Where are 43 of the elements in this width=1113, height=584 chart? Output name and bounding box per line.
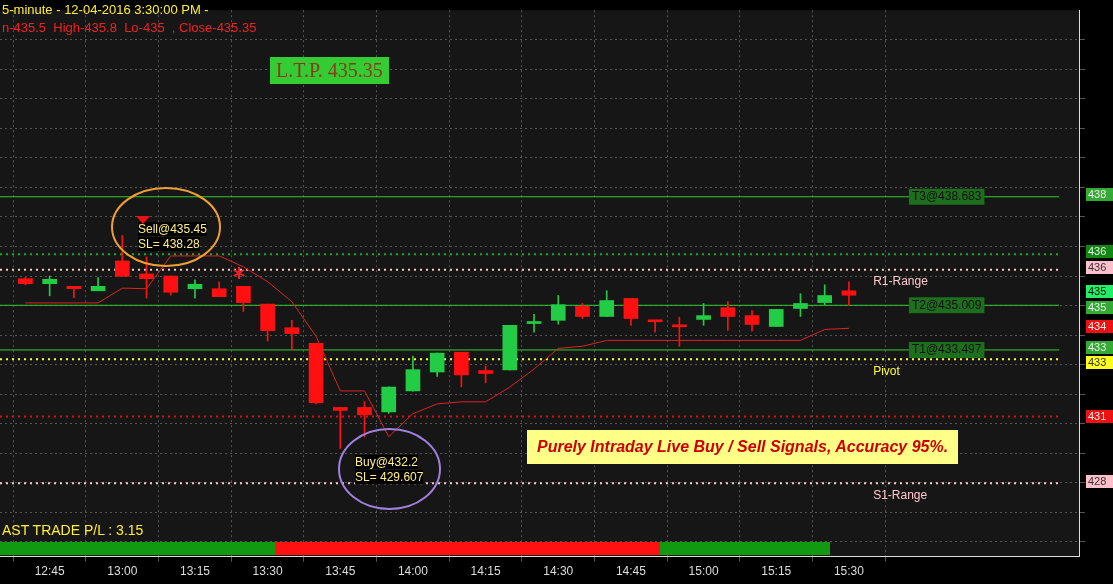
chart-title: 5-minute - 12-04-2016 3:30:00 PM - <box>2 2 209 17</box>
ref-line-label: S1-Range <box>873 487 928 502</box>
candlestick <box>526 314 542 333</box>
text: 428 <box>1086 475 1113 488</box>
x-tick-label: 14:45 <box>615 564 647 579</box>
annotation: Buy@432.2 <box>355 455 418 469</box>
ref-line-label: R1-Range <box>873 274 929 289</box>
x-tick-label: 13:00 <box>107 564 138 579</box>
x-tick-label: 14:00 <box>397 564 429 579</box>
text: 436 <box>1086 261 1113 274</box>
text: 435 <box>1086 285 1113 298</box>
text: 431 <box>1086 410 1113 423</box>
text: 438 <box>1086 188 1113 201</box>
text: 435 <box>1086 301 1113 314</box>
x-tick-label: 13:30 <box>252 564 283 579</box>
annotation: Purely Intraday Live Buy / Sell Signals, Accuracy 95%. <box>527 430 959 464</box>
annotation: L.T.P. 435.35 <box>270 57 389 84</box>
x-tick-label: 14:30 <box>543 564 574 579</box>
annotation: SL= 438.28 <box>138 237 200 251</box>
candlestick <box>647 319 663 333</box>
text: 433 <box>1086 341 1113 354</box>
text: 433 <box>1086 356 1113 369</box>
text: n-435.5 High-435.8 Lo-435 , Close-435.35 <box>2 20 257 35</box>
x-tick-label: 15:00 <box>688 564 719 579</box>
ref-line-label: T3@438.683 <box>911 189 982 204</box>
annotation: AST TRADE P/L : 3.15 <box>2 522 144 538</box>
x-tick-label: 15:30 <box>833 564 865 579</box>
x-tick-label: 13:45 <box>325 564 356 579</box>
text: 434 <box>1086 320 1113 333</box>
ref-line-label: Pivot <box>873 363 901 378</box>
candlestick <box>66 286 82 298</box>
x-tick-label: 13:15 <box>179 564 211 579</box>
candlestick <box>284 319 300 351</box>
candlestick <box>841 281 857 306</box>
ref-line-label: T1@433.497 <box>911 342 982 357</box>
annotation: Sell@435.45 <box>138 222 207 236</box>
candlestick <box>332 407 348 449</box>
ref-line-label: T2@435.009 <box>911 297 982 312</box>
text: 436 <box>1086 245 1113 258</box>
annotation: SL= 429.607 <box>355 470 424 484</box>
x-tick-label: 14:15 <box>470 564 501 579</box>
x-tick-label: 12:45 <box>34 564 65 579</box>
x-tick-label: 15:15 <box>761 564 792 579</box>
